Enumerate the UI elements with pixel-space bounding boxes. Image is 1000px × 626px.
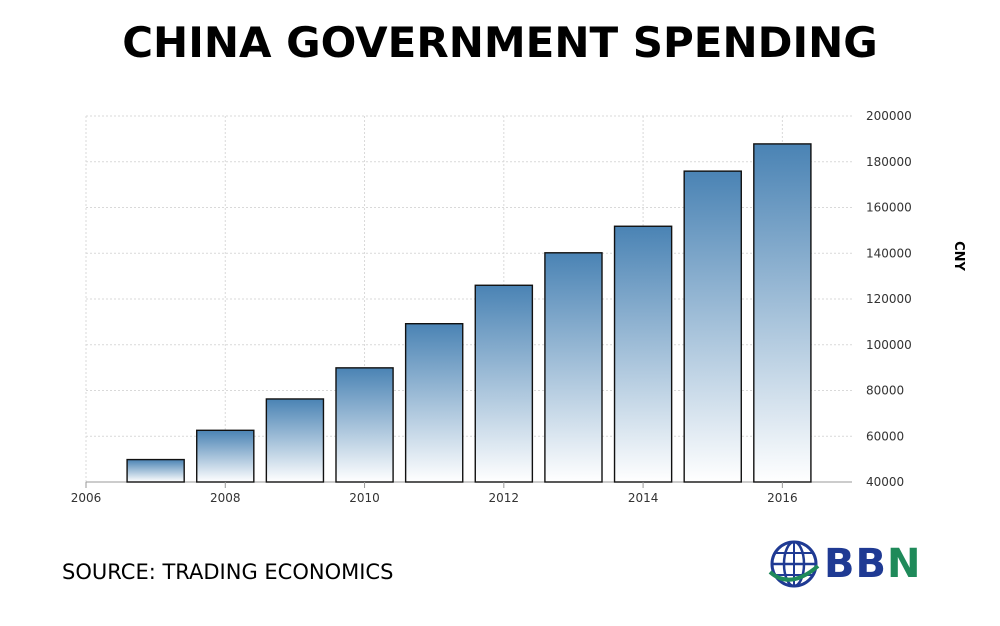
x-tick-label: 2008 — [210, 491, 241, 505]
x-tick-label: 2012 — [489, 491, 520, 505]
x-tick-label: 2006 — [71, 491, 102, 505]
x-axis: 2006 2008 2010 2012 2014 2016 — [71, 482, 798, 505]
y-tick-label: 200000 — [866, 109, 912, 123]
y-tick-label: 60000 — [866, 429, 904, 443]
source-note: SOURCE: TRADING ECONOMICS — [62, 560, 394, 584]
bar-2016 — [753, 143, 812, 483]
x-tick-label: 2014 — [628, 491, 659, 505]
y-tick-label: 180000 — [866, 155, 912, 169]
y-tick-label: 40000 — [866, 475, 904, 489]
x-tick-label: 2010 — [349, 491, 380, 505]
chart-title: CHINA GOVERNMENT SPENDING — [122, 18, 878, 67]
bar-2008 — [196, 429, 255, 483]
y-tick-label: 140000 — [866, 246, 912, 260]
y-axis: 40000 60000 80000 100000 120000 140000 160000 1… — [866, 109, 912, 489]
bar-2013 — [544, 252, 603, 483]
bars — [126, 143, 812, 483]
y-tick-label: 120000 — [866, 292, 912, 306]
logo-text-green: N — [886, 541, 922, 587]
logo-wordmark: BBN — [824, 538, 921, 590]
logo-text-blue: BB — [824, 541, 887, 587]
y-axis-label: CNY — [951, 241, 966, 271]
x-tick-label: 2016 — [767, 491, 798, 505]
bar-2014 — [613, 225, 673, 483]
bar-2011 — [404, 323, 464, 483]
y-tick-label: 100000 — [866, 338, 912, 352]
bar-2009 — [265, 398, 325, 483]
bar-2015 — [683, 170, 742, 483]
y-tick-label: 160000 — [866, 201, 912, 215]
bar-2010 — [335, 367, 394, 483]
bar-chart: 2006 2008 2010 2012 2014 2016 40000 60000 80000… — [71, 109, 966, 505]
globe-icon — [768, 540, 820, 588]
bbn-logo: BBN — [768, 536, 940, 592]
bar-2007 — [126, 458, 185, 483]
y-tick-label: 80000 — [866, 384, 904, 398]
bar-2012 — [474, 284, 534, 483]
